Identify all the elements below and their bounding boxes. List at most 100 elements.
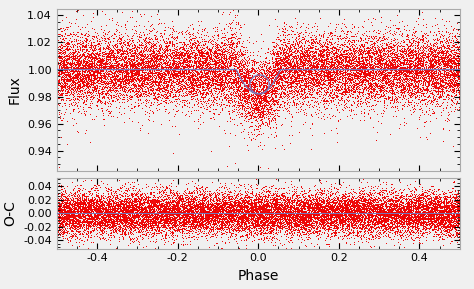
Point — [261, 90, 268, 95]
Point — [312, 205, 319, 209]
Point — [238, 215, 246, 220]
Point — [185, 215, 192, 219]
Point — [274, 210, 282, 215]
Point — [213, 46, 220, 50]
Point — [186, 212, 193, 216]
Point — [297, 94, 305, 99]
Point — [265, 212, 273, 217]
Point — [133, 205, 140, 210]
Point — [342, 210, 350, 215]
Point — [341, 42, 349, 46]
Point — [397, 218, 405, 223]
Point — [232, 222, 239, 226]
Point — [145, 229, 152, 234]
Point — [117, 201, 124, 206]
Point — [81, 72, 88, 77]
Point — [257, 69, 264, 74]
Point — [391, 32, 399, 36]
Point — [260, 84, 267, 89]
Point — [86, 199, 94, 203]
Point — [180, 219, 187, 224]
Point — [219, 222, 226, 227]
Point — [315, 47, 322, 51]
Point — [383, 226, 391, 231]
Point — [179, 78, 186, 83]
Point — [110, 73, 118, 78]
Point — [231, 14, 239, 19]
Point — [213, 210, 221, 214]
Point — [210, 86, 217, 90]
Point — [138, 67, 146, 71]
Point — [98, 68, 105, 73]
Point — [179, 223, 187, 227]
Point — [231, 200, 239, 204]
Point — [283, 61, 291, 65]
Point — [150, 100, 158, 105]
Point — [332, 70, 339, 75]
Point — [201, 42, 209, 46]
Point — [220, 95, 228, 100]
Point — [309, 205, 316, 210]
Point — [405, 84, 412, 89]
Point — [140, 46, 147, 51]
Point — [150, 46, 157, 51]
Point — [314, 236, 322, 240]
Point — [300, 219, 308, 224]
Point — [354, 209, 361, 214]
Point — [118, 52, 125, 57]
Point — [433, 216, 441, 221]
Point — [443, 59, 450, 64]
Point — [434, 224, 441, 228]
Point — [181, 215, 188, 220]
Point — [78, 84, 86, 89]
Point — [68, 80, 76, 85]
Point — [193, 209, 201, 213]
Point — [110, 65, 118, 69]
Point — [261, 77, 269, 82]
Point — [415, 36, 422, 40]
Point — [127, 205, 135, 210]
Point — [377, 217, 384, 222]
Point — [437, 85, 445, 90]
Point — [66, 75, 73, 79]
Point — [158, 218, 166, 223]
Point — [302, 50, 310, 54]
Point — [173, 38, 180, 42]
Point — [242, 192, 249, 197]
Point — [57, 67, 64, 71]
Point — [397, 199, 405, 204]
Point — [277, 219, 285, 224]
Point — [345, 216, 353, 221]
Point — [63, 42, 70, 47]
Point — [396, 69, 403, 74]
Point — [270, 228, 277, 233]
Point — [255, 83, 263, 88]
Point — [198, 68, 205, 73]
Point — [313, 199, 321, 203]
Point — [144, 218, 152, 222]
Point — [107, 59, 115, 64]
Point — [142, 56, 150, 60]
Point — [388, 220, 395, 224]
Point — [153, 212, 160, 216]
Point — [442, 94, 450, 98]
Point — [212, 54, 220, 59]
Point — [292, 212, 300, 217]
Point — [120, 55, 128, 60]
Point — [219, 86, 227, 90]
Point — [161, 187, 169, 191]
Point — [424, 193, 431, 198]
Point — [410, 25, 418, 29]
Point — [141, 217, 148, 221]
Point — [427, 58, 434, 63]
Point — [455, 28, 462, 32]
Point — [257, 200, 264, 205]
Point — [255, 79, 263, 84]
Point — [307, 61, 315, 66]
Point — [441, 47, 448, 52]
Point — [153, 215, 160, 220]
Point — [86, 62, 94, 67]
Point — [243, 206, 251, 211]
Point — [318, 58, 325, 62]
Point — [203, 201, 211, 206]
